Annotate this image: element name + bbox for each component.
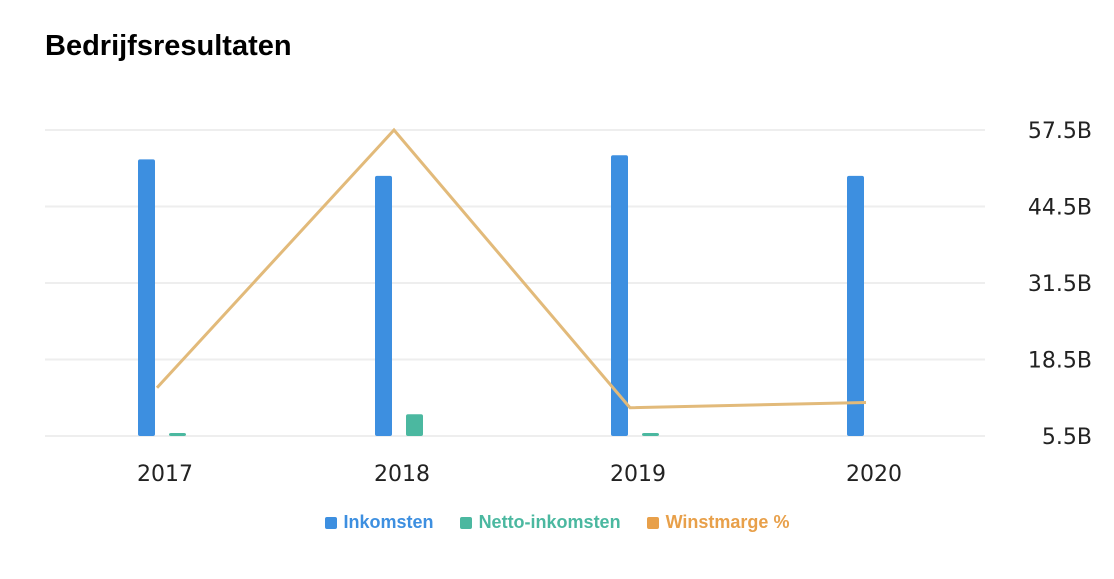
legend-label-net-income: Netto-inkomsten <box>478 512 621 532</box>
legend-swatch-net-income <box>459 516 472 529</box>
y-tick-label: 57.5B <box>1028 119 1092 144</box>
legend: Inkomsten Netto-inkomsten Winstmarge % <box>0 512 1114 533</box>
y-tick-label: 5.5B <box>1042 425 1092 450</box>
x-tick-label: 2019 <box>610 462 666 487</box>
x-tick-label: 2018 <box>374 462 430 487</box>
x-tick-label: 2017 <box>137 462 193 487</box>
bar-net-income <box>406 414 423 436</box>
legend-label-revenue: Inkomsten <box>343 512 434 532</box>
x-tick-label: 2020 <box>846 462 902 487</box>
line-margin <box>155 127 867 410</box>
y-tick-label: 31.5B <box>1028 272 1092 297</box>
gridlines <box>45 129 985 437</box>
y-tick-label: 44.5B <box>1028 196 1092 221</box>
legend-item-net-income[interactable]: Netto-inkomsten <box>459 512 621 533</box>
legend-swatch-margin <box>646 516 659 529</box>
bar-net-income <box>169 433 186 436</box>
y-tick-label: 18.5B <box>1028 349 1092 374</box>
margin-line <box>155 127 867 410</box>
bar-revenue <box>138 159 155 436</box>
legend-swatch-revenue <box>324 516 337 529</box>
legend-item-margin[interactable]: Winstmarge % <box>646 512 790 533</box>
bar-net-income <box>642 433 659 436</box>
y-axis-labels: 5.5B 18.5B 31.5B 44.5B 57.5B <box>1028 119 1092 450</box>
bars <box>138 155 864 437</box>
chart-title: Bedrijfsresultaten <box>45 30 292 62</box>
x-axis-labels: 2017 2018 2019 2020 <box>137 462 902 487</box>
legend-label-margin: Winstmarge % <box>665 512 790 532</box>
bar-revenue <box>611 155 628 437</box>
legend-item-revenue[interactable]: Inkomsten <box>324 512 434 533</box>
bar-revenue <box>375 175 392 436</box>
bar-revenue <box>847 175 864 436</box>
